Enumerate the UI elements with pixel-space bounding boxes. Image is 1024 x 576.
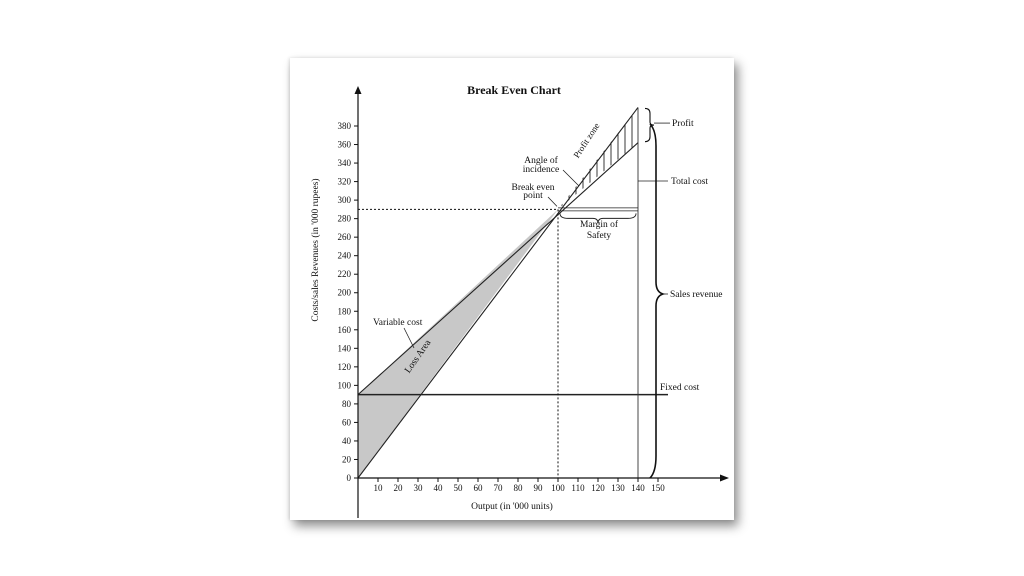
x-tick-label: 140	[631, 483, 645, 493]
x-tick-label: 130	[611, 483, 625, 493]
x-axis-arrow	[720, 474, 729, 482]
x-tick-label: 80	[514, 483, 524, 493]
variable-cost-leader	[403, 327, 415, 349]
sales-revenue-line	[357, 107, 639, 479]
x-tick-label: 60	[474, 483, 484, 493]
x-tick-label: 120	[591, 483, 605, 493]
y-tick-label: 60	[342, 417, 352, 427]
profit-zone-label: Profit zone	[571, 121, 601, 160]
sales-revenue-label: Sales revenue	[670, 290, 723, 300]
sales-revenue-brace	[649, 123, 666, 479]
x-tick-label: 110	[571, 483, 585, 493]
margin-of-safety-brace	[559, 213, 637, 224]
x-tick-label: 100	[551, 483, 565, 493]
y-tick-label: 340	[338, 158, 352, 168]
break-even-point-label: point	[523, 191, 543, 201]
y-axis-label: Costs/sales Revenues (in '000 rupees)	[310, 178, 321, 321]
x-tick-label: 90	[534, 483, 544, 493]
loss-area	[358, 209, 558, 479]
angle-of-incidence-leader	[562, 169, 580, 187]
y-tick-label: 0	[347, 473, 352, 483]
x-tick-label: 70	[494, 483, 504, 493]
y-tick-label: 80	[342, 399, 352, 409]
y-tick-label: 160	[338, 325, 352, 335]
x-tick-label: 20	[394, 483, 404, 493]
y-tick-label: 180	[338, 306, 352, 316]
fixed-cost-label: Fixed cost	[660, 383, 700, 393]
y-tick-label: 20	[342, 454, 352, 464]
x-tick-label: 50	[454, 483, 464, 493]
angle-of-incidence-label: Angle of	[524, 155, 558, 166]
y-tick-label: 200	[338, 288, 352, 298]
x-tick-label: 10	[374, 483, 384, 493]
x-tick-label: 150	[651, 483, 665, 493]
x-tick-label: 30	[414, 483, 424, 493]
y-tick-label: 120	[338, 362, 352, 372]
total-cost-label: Total cost	[671, 177, 708, 187]
angle-of-incidence-label: incidence	[523, 165, 559, 175]
profit-zone-area	[558, 107, 638, 210]
margin-of-safety-label: Safety	[587, 230, 612, 241]
y-tick-label: 360	[338, 140, 352, 150]
x-axis-label: Output (in '000 units)	[471, 501, 553, 512]
y-tick-label: 240	[338, 251, 352, 261]
y-tick-label: 320	[338, 177, 352, 187]
x-tick-label: 40	[434, 483, 444, 493]
y-tick-label: 280	[338, 214, 352, 224]
y-tick-label: 220	[338, 269, 352, 279]
y-tick-label: 380	[338, 121, 352, 131]
profit-label: Profit	[672, 118, 694, 129]
chart-title: Break Even Chart	[467, 83, 561, 97]
margin-of-safety-label: Margin of	[580, 219, 619, 230]
total-cost-line	[357, 142, 639, 396]
profit-brace	[644, 107, 655, 143]
y-tick-label: 300	[338, 195, 352, 205]
y-tick-label: 260	[338, 232, 352, 242]
break-even-point-label: Break even	[512, 183, 555, 193]
break-even-point-leader	[547, 196, 558, 207]
y-tick-label: 40	[342, 436, 352, 446]
y-tick-label: 100	[338, 380, 352, 390]
y-tick-label: 140	[338, 343, 352, 353]
variable-cost-label: Variable cost	[373, 318, 423, 328]
y-axis-arrow	[354, 86, 362, 94]
